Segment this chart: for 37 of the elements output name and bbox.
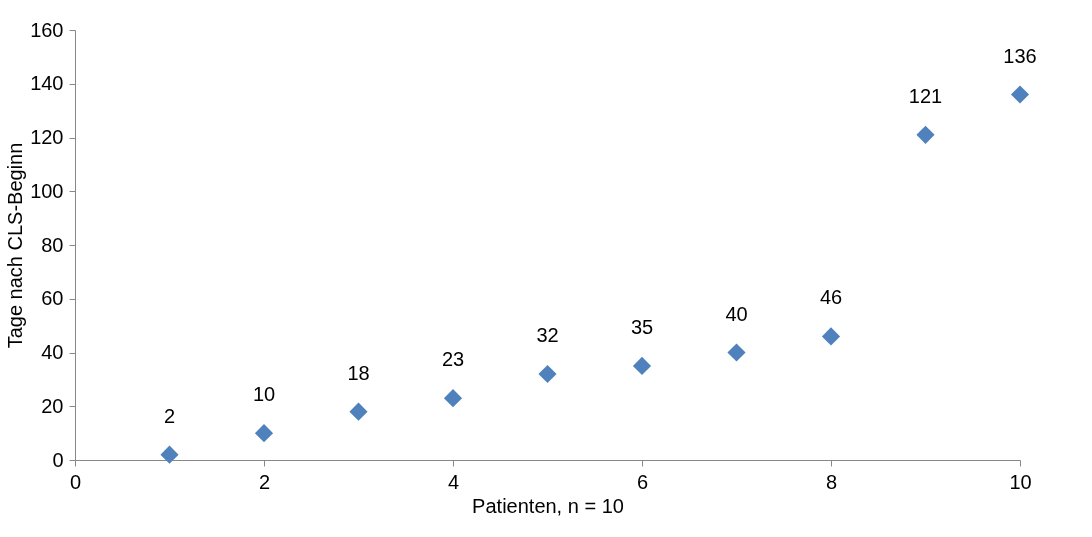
point bbox=[1010, 85, 1030, 104]
y-axis-title: Tage nach CLS-Beginn bbox=[4, 142, 27, 349]
x-tick-label: 8 bbox=[825, 470, 838, 493]
point bbox=[916, 125, 935, 144]
data-label: 10 bbox=[252, 383, 276, 406]
point bbox=[254, 424, 274, 443]
x-tick-label: 2 bbox=[258, 470, 271, 493]
y-tick-label: 100 bbox=[30, 179, 64, 202]
x-tick-label: 4 bbox=[447, 470, 460, 493]
point bbox=[727, 343, 746, 362]
x-axis-title: Patienten, n = 10 bbox=[472, 494, 624, 517]
data-label: 35 bbox=[630, 315, 654, 338]
data-label: 32 bbox=[536, 324, 559, 346]
y-tick-label: 160 bbox=[30, 18, 64, 41]
point bbox=[632, 356, 652, 376]
x-tick-label: 10 bbox=[1009, 470, 1032, 493]
data-label: 23 bbox=[441, 348, 465, 371]
point bbox=[443, 389, 463, 408]
y-tick-label: 0 bbox=[52, 448, 64, 471]
y-tick-label: 120 bbox=[30, 126, 64, 148]
point bbox=[538, 364, 557, 384]
x-tick-label: 6 bbox=[636, 470, 649, 493]
point bbox=[349, 402, 368, 421]
data-label: 46 bbox=[819, 286, 843, 309]
data-label: 136 bbox=[1003, 44, 1037, 67]
y-tick-label: 60 bbox=[41, 287, 64, 310]
data-label: 18 bbox=[347, 361, 370, 384]
y-tick-label: 20 bbox=[41, 394, 64, 417]
point bbox=[160, 445, 179, 464]
x-tick-label: 0 bbox=[69, 470, 82, 493]
y-tick-label: 40 bbox=[41, 341, 64, 363]
y-tick-label: 80 bbox=[41, 233, 64, 256]
data-label: 40 bbox=[725, 302, 748, 325]
data-label: 121 bbox=[908, 84, 943, 107]
point bbox=[821, 327, 841, 346]
y-tick-label: 140 bbox=[30, 72, 64, 95]
data-label: 2 bbox=[163, 404, 176, 427]
